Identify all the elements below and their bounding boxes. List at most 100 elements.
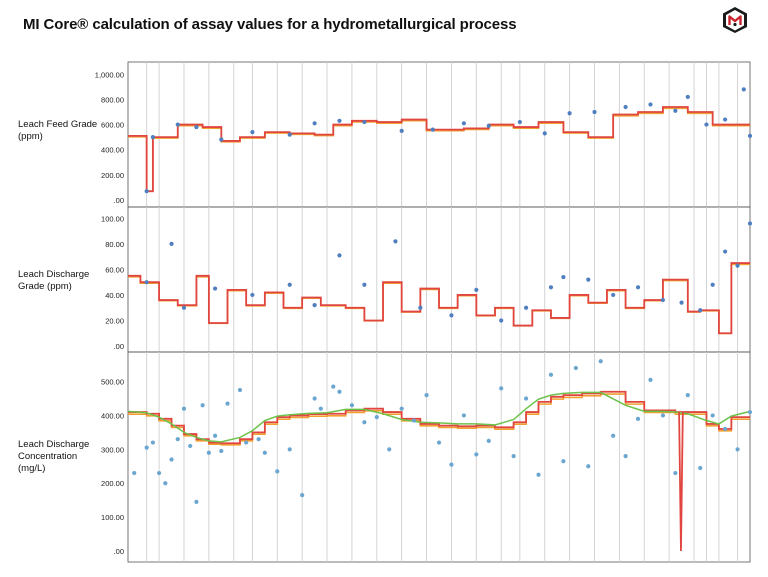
data-point: [150, 135, 155, 140]
data-point: [181, 305, 187, 310]
data-point: [523, 396, 529, 401]
data-point: [194, 499, 199, 504]
data-point: [598, 359, 603, 364]
data-point: [747, 409, 753, 415]
data-point: [287, 132, 292, 137]
data-point: [747, 221, 753, 226]
data-point: [144, 445, 149, 450]
data-point: [418, 305, 423, 310]
data-point: [312, 121, 317, 126]
data-point: [449, 313, 454, 318]
data-point: [250, 292, 255, 298]
data-point: [399, 128, 404, 133]
data-point: [741, 87, 746, 92]
data-point: [573, 365, 578, 371]
data-point: [586, 277, 591, 282]
data-point: [673, 108, 678, 113]
data-point: [623, 104, 628, 110]
data-point: [150, 440, 155, 445]
orange-step-line: [128, 107, 750, 193]
data-point: [567, 111, 572, 116]
data-point: [461, 413, 466, 418]
data-point: [499, 318, 504, 323]
data-point: [735, 447, 740, 452]
panel-label-line: Leach Discharge: [18, 269, 90, 280]
data-point: [399, 406, 404, 411]
y-tick-label: 20.00: [105, 316, 124, 325]
data-point: [175, 437, 180, 442]
data-point: [144, 189, 149, 194]
data-point: [163, 481, 168, 486]
data-point: [337, 253, 342, 258]
data-point: [486, 438, 491, 443]
data-point: [256, 437, 261, 442]
data-point: [499, 386, 504, 391]
data-point: [710, 282, 715, 287]
data-point: [611, 433, 616, 438]
data-point: [648, 377, 653, 382]
data-point: [362, 420, 367, 425]
data-point: [175, 122, 180, 127]
data-point: [673, 470, 678, 476]
data-point: [374, 415, 379, 420]
panel-label-line: Grade (ppm): [18, 281, 72, 292]
red-dip-line: [678, 412, 684, 552]
data-point: [318, 406, 323, 411]
y-tick-label: .00: [114, 342, 124, 351]
data-point: [412, 418, 417, 423]
y-tick-label: .00: [114, 547, 124, 556]
y-tick-label: 40.00: [105, 291, 124, 300]
green-smooth-line: [127, 391, 751, 443]
data-point: [262, 450, 267, 455]
data-point: [287, 447, 292, 452]
data-point: [157, 470, 162, 476]
data-point: [461, 121, 466, 126]
mi-cube-logo-icon: [723, 7, 747, 33]
data-point: [747, 133, 753, 138]
y-tick-label: 200.00: [101, 479, 124, 488]
panel-label-discharge-concentration: Leach Discharge Concentration (mg/L): [18, 439, 118, 475]
data-point: [735, 263, 740, 268]
data-point: [635, 416, 641, 421]
data-point: [474, 452, 479, 457]
data-point: [237, 387, 243, 393]
panel-frame: [127, 206, 751, 353]
red-step-line: [128, 262, 750, 335]
data-point: [194, 124, 199, 130]
y-tick-label: 400.00: [101, 411, 124, 420]
y-tick-label: .00: [114, 196, 124, 205]
data-point: [542, 131, 547, 136]
y-tick-label: 300.00: [101, 445, 124, 454]
data-point: [698, 308, 703, 313]
data-point: [723, 426, 728, 432]
data-point: [200, 403, 205, 408]
panel-label-line: (mg/L): [18, 463, 46, 474]
orange-step-line: [128, 393, 750, 446]
data-point: [474, 287, 479, 292]
data-point: [424, 393, 429, 398]
data-point: [486, 123, 491, 128]
y-tick-label: 600.00: [101, 121, 124, 130]
data-point: [611, 292, 616, 298]
data-point: [698, 465, 703, 471]
data-point: [275, 469, 280, 474]
data-point: [586, 464, 591, 469]
data-point: [548, 372, 554, 377]
data-point: [517, 119, 522, 125]
y-tick-label: 1,000.00: [95, 70, 124, 79]
panel-label-feed-grade: Leach Feed Grade (ppm): [18, 119, 118, 143]
data-point: [287, 282, 292, 287]
data-point: [393, 239, 398, 244]
data-point: [300, 492, 305, 498]
data-point: [144, 280, 149, 285]
data-point: [188, 443, 193, 449]
data-point: [337, 389, 342, 394]
data-point: [387, 447, 392, 452]
chart-title: MI Core® calculation of assay values for…: [23, 16, 517, 33]
data-point: [362, 282, 367, 287]
data-point: [679, 300, 684, 305]
panel-label-line: (ppm): [18, 131, 43, 142]
data-point: [244, 440, 249, 445]
y-tick-label: 200.00: [101, 171, 124, 180]
